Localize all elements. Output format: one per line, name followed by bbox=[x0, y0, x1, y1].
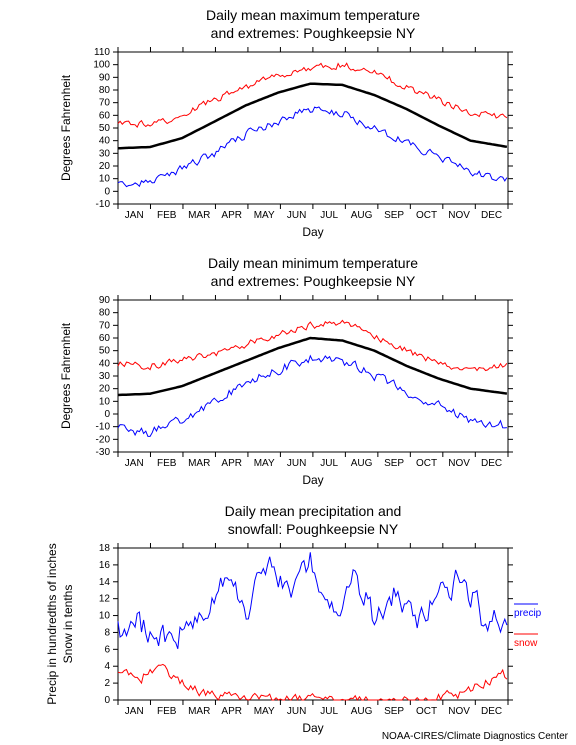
x-tick-label: APR bbox=[221, 458, 242, 469]
y-tick-label: 110 bbox=[94, 47, 110, 58]
y-tick-label: 20 bbox=[99, 384, 111, 395]
x-tick-label: JAN bbox=[125, 706, 144, 717]
y-tick-label: 20 bbox=[99, 161, 111, 172]
x-tick-label: JUN bbox=[287, 706, 306, 717]
series-min-extreme bbox=[118, 356, 507, 437]
x-axis-label: Day bbox=[302, 721, 323, 735]
x-tick-label: SEP bbox=[384, 458, 404, 469]
chart-title-1: Daily mean precipitation and bbox=[225, 503, 402, 519]
x-tick-label: JAN bbox=[125, 210, 144, 221]
x-axis-label: Day bbox=[302, 473, 323, 487]
x-tick-label: MAY bbox=[254, 210, 275, 221]
x-tick-label: JUN bbox=[287, 210, 306, 221]
y-tick-label: 70 bbox=[99, 320, 111, 331]
y-tick-label: 90 bbox=[99, 72, 111, 83]
y-tick-label: 60 bbox=[99, 333, 111, 344]
y-tick-label: 8 bbox=[104, 627, 110, 638]
x-tick-label: FEB bbox=[157, 706, 177, 717]
y-tick-label: 50 bbox=[99, 123, 111, 134]
y-tick-label: 80 bbox=[99, 308, 111, 319]
x-tick-label: OCT bbox=[416, 458, 437, 469]
y-tick-label: 90 bbox=[99, 295, 111, 306]
chart-title-2: snowfall: Poughkeepsie NY bbox=[228, 521, 399, 537]
y-tick-label: 12 bbox=[99, 594, 111, 605]
y-tick-label: 80 bbox=[99, 85, 111, 96]
y-tick-label: -10 bbox=[96, 199, 111, 210]
x-tick-label: APR bbox=[221, 706, 242, 717]
x-tick-label: NOV bbox=[448, 706, 470, 717]
y-tick-label: 40 bbox=[99, 358, 111, 369]
y-tick-label: 50 bbox=[99, 346, 111, 357]
y-axis-label-2: Snow in tenths bbox=[61, 585, 75, 664]
x-tick-label: MAR bbox=[188, 458, 210, 469]
y-tick-label: 30 bbox=[99, 148, 111, 159]
chart-title-2: and extremes: Poughkeepsie NY bbox=[211, 25, 416, 41]
y-tick-label: 0 bbox=[104, 409, 110, 420]
charts-svg: Daily mean maximum temperature and extrem… bbox=[0, 0, 576, 745]
series-min-extreme bbox=[118, 107, 507, 187]
x-tick-label: NOV bbox=[448, 210, 470, 221]
x-tick-label: APR bbox=[221, 210, 242, 221]
y-tick-label: -20 bbox=[96, 434, 111, 445]
y-tick-label: 2 bbox=[104, 678, 110, 689]
x-tick-label: SEP bbox=[384, 706, 404, 717]
y-tick-label: 14 bbox=[99, 577, 111, 588]
y-tick-label: 10 bbox=[99, 611, 111, 622]
x-tick-label: JUL bbox=[320, 458, 338, 469]
legend-label: precip bbox=[514, 608, 542, 619]
x-tick-label: MAY bbox=[254, 458, 275, 469]
x-tick-label: FEB bbox=[157, 210, 177, 221]
x-tick-label: AUG bbox=[351, 458, 373, 469]
x-tick-label: OCT bbox=[416, 210, 437, 221]
series-snow bbox=[118, 664, 507, 700]
y-axis-label-1: Precip in hundredths of inches bbox=[45, 543, 59, 704]
x-tick-label: JAN bbox=[125, 458, 144, 469]
x-tick-label: DEC bbox=[481, 706, 502, 717]
credit-text: NOAA-CIRES/Climate Diagnostics Center bbox=[382, 731, 569, 742]
y-tick-label: 18 bbox=[99, 543, 111, 554]
y-tick-label: 16 bbox=[99, 560, 111, 571]
x-tick-label: NOV bbox=[448, 458, 470, 469]
series-max-extreme bbox=[118, 320, 507, 370]
x-tick-label: AUG bbox=[351, 210, 373, 221]
x-tick-label: SEP bbox=[384, 210, 404, 221]
x-tick-label: DEC bbox=[481, 210, 502, 221]
x-axis-label: Day bbox=[302, 225, 323, 239]
y-tick-label: 60 bbox=[99, 110, 111, 121]
x-tick-label: DEC bbox=[481, 458, 502, 469]
legend-label: snow bbox=[514, 638, 538, 649]
x-tick-label: MAR bbox=[188, 706, 210, 717]
y-tick-label: 10 bbox=[99, 396, 111, 407]
plot-border bbox=[118, 300, 508, 452]
x-tick-label: OCT bbox=[416, 706, 437, 717]
y-axis-label: Degrees Fahrenheit bbox=[59, 74, 73, 181]
x-tick-label: JUN bbox=[287, 458, 306, 469]
y-tick-label: 100 bbox=[93, 60, 110, 71]
series-mean-max bbox=[118, 84, 507, 149]
y-tick-label: 10 bbox=[99, 174, 111, 185]
x-tick-label: MAY bbox=[254, 706, 275, 717]
chart-title-1: Daily mean maximum temperature bbox=[206, 7, 420, 23]
series-precip bbox=[118, 552, 507, 649]
y-tick-label: 70 bbox=[99, 98, 111, 109]
y-tick-label: 40 bbox=[99, 136, 111, 147]
plot-border bbox=[118, 52, 508, 204]
y-tick-label: -30 bbox=[96, 447, 111, 458]
x-tick-label: JUL bbox=[320, 706, 338, 717]
x-tick-label: FEB bbox=[157, 458, 177, 469]
y-tick-label: 0 bbox=[104, 695, 110, 706]
series-max-extreme bbox=[118, 63, 507, 127]
y-tick-label: -10 bbox=[96, 422, 111, 433]
chart-panel: Daily mean maximum temperature and extrem… bbox=[0, 0, 576, 745]
x-tick-label: AUG bbox=[351, 706, 373, 717]
y-tick-label: 6 bbox=[104, 644, 110, 655]
y-axis-label: Degrees Fahrenheit bbox=[59, 322, 73, 429]
y-tick-label: 0 bbox=[104, 186, 110, 197]
x-tick-label: JUL bbox=[320, 210, 338, 221]
y-tick-label: 30 bbox=[99, 371, 111, 382]
chart-title-1: Daily mean minimum temperature bbox=[208, 255, 418, 271]
x-tick-label: MAR bbox=[188, 210, 210, 221]
y-tick-label: 4 bbox=[104, 661, 110, 672]
chart-title-2: and extremes: Poughkeepsie NY bbox=[211, 273, 416, 289]
